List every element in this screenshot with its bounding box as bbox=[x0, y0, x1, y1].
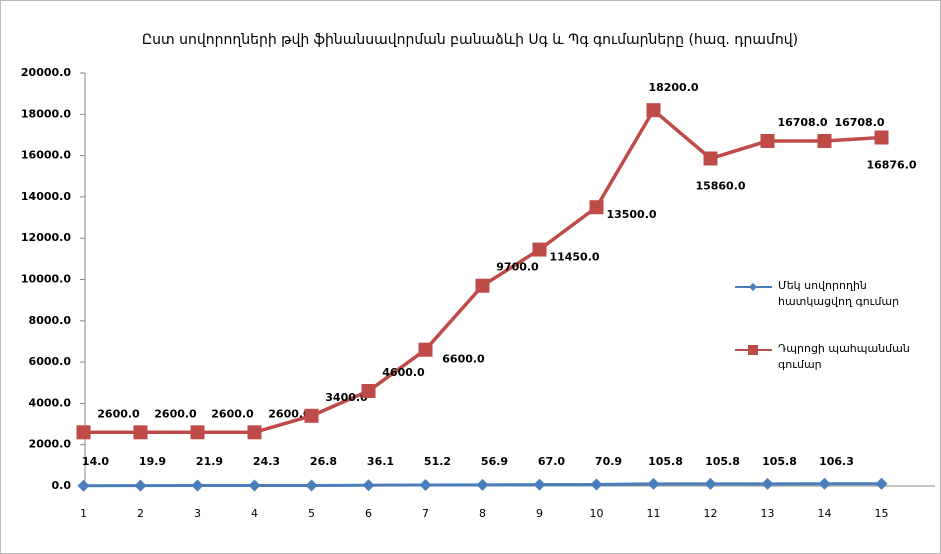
x-tick-label: 7 bbox=[422, 507, 429, 520]
marker bbox=[647, 477, 660, 490]
x-tick-label: 4 bbox=[251, 507, 258, 520]
data-label: 16708.0 bbox=[777, 116, 827, 129]
marker bbox=[874, 130, 889, 145]
data-label: 4600.0 bbox=[382, 366, 425, 379]
marker bbox=[134, 479, 147, 492]
data-label: 11450.0 bbox=[549, 251, 599, 264]
marker bbox=[532, 242, 547, 257]
x-tick-label: 14 bbox=[818, 507, 832, 520]
marker bbox=[589, 200, 604, 215]
x-tick-label: 11 bbox=[647, 507, 661, 520]
marker bbox=[248, 479, 261, 492]
data-label: 106.3 bbox=[819, 455, 854, 468]
x-tick-label: 6 bbox=[365, 507, 372, 520]
legend-entry: Դպրոցի պահպանման գումար bbox=[778, 342, 910, 371]
data-label: 19.9 bbox=[139, 455, 166, 468]
data-label: 2600.0 bbox=[97, 407, 140, 420]
marker bbox=[533, 478, 546, 491]
y-tick-label: 8000.0 bbox=[29, 314, 72, 327]
y-tick-label: 20000.0 bbox=[21, 66, 71, 79]
y-tick-label: 0.0 bbox=[52, 479, 72, 492]
legend-marker bbox=[749, 283, 757, 291]
data-label: 70.9 bbox=[595, 455, 622, 468]
x-tick-label: 10 bbox=[590, 507, 604, 520]
data-label: 9700.0 bbox=[496, 261, 539, 274]
data-label: 13500.0 bbox=[606, 208, 656, 221]
legend-label: Մեկ սովորողին հատկացվող գումար bbox=[778, 279, 900, 308]
marker bbox=[703, 151, 718, 166]
marker bbox=[817, 133, 832, 148]
marker bbox=[190, 425, 205, 440]
data-label: 16876.0 bbox=[866, 159, 916, 172]
marker bbox=[704, 477, 717, 490]
data-label: 105.8 bbox=[648, 455, 683, 468]
x-tick-label: 5 bbox=[308, 507, 315, 520]
marker bbox=[76, 425, 91, 440]
y-tick-label: 16000.0 bbox=[21, 149, 71, 162]
marker bbox=[133, 425, 148, 440]
data-label: 2600.0 bbox=[211, 407, 254, 420]
data-label: 6600.0 bbox=[442, 353, 485, 366]
data-label: 2600.0 bbox=[268, 407, 311, 420]
marker bbox=[875, 477, 888, 490]
marker bbox=[361, 384, 376, 399]
marker bbox=[476, 478, 489, 491]
marker bbox=[362, 479, 375, 492]
x-tick-label: 3 bbox=[194, 507, 201, 520]
x-tick-label: 9 bbox=[536, 507, 543, 520]
y-tick-label: 14000.0 bbox=[21, 190, 71, 203]
data-label: 26.8 bbox=[310, 455, 337, 468]
legend-marker bbox=[748, 345, 758, 355]
data-label: 56.9 bbox=[481, 455, 508, 468]
y-tick-label: 2000.0 bbox=[29, 438, 72, 451]
marker bbox=[646, 103, 661, 118]
data-label: 18200.0 bbox=[648, 81, 698, 94]
marker bbox=[760, 133, 775, 148]
marker bbox=[304, 408, 319, 423]
legend-entry: Մեկ սովորողին հատկացվող գումար bbox=[778, 279, 900, 308]
x-tick-label: 15 bbox=[875, 507, 889, 520]
legend-label: Դպրոցի պահպանման գումար bbox=[778, 342, 910, 371]
data-label: 2600.0 bbox=[154, 407, 197, 420]
marker bbox=[419, 478, 432, 491]
data-label: 105.8 bbox=[762, 455, 797, 468]
marker bbox=[247, 425, 262, 440]
data-label: 36.1 bbox=[367, 455, 394, 468]
marker bbox=[191, 479, 204, 492]
y-tick-label: 18000.0 bbox=[21, 107, 71, 120]
data-label: 21.9 bbox=[196, 455, 223, 468]
marker bbox=[818, 477, 831, 490]
marker bbox=[761, 477, 774, 490]
data-label: 67.0 bbox=[538, 455, 565, 468]
marker bbox=[590, 478, 603, 491]
marker bbox=[418, 342, 433, 357]
x-tick-label: 2 bbox=[137, 507, 144, 520]
y-tick-label: 6000.0 bbox=[29, 355, 72, 368]
y-tick-label: 12000.0 bbox=[21, 231, 71, 244]
marker bbox=[305, 479, 318, 492]
x-tick-label: 13 bbox=[761, 507, 775, 520]
data-label: 15860.0 bbox=[695, 179, 745, 192]
data-label: 14.0 bbox=[82, 455, 109, 468]
data-label: 24.3 bbox=[253, 455, 280, 468]
data-label: 3400.0 bbox=[325, 391, 368, 404]
chart-title: Ըստ սովորողների թվի ֆինանսավորման բանաձև… bbox=[142, 32, 798, 48]
x-tick-label: 12 bbox=[704, 507, 718, 520]
data-label: 51.2 bbox=[424, 455, 451, 468]
x-tick-label: 1 bbox=[80, 507, 87, 520]
marker bbox=[77, 479, 90, 492]
data-label: 105.8 bbox=[705, 455, 740, 468]
x-tick-label: 8 bbox=[479, 507, 486, 520]
y-tick-label: 4000.0 bbox=[29, 396, 72, 409]
marker bbox=[475, 278, 490, 293]
y-tick-label: 10000.0 bbox=[21, 273, 71, 286]
data-label: 16708.0 bbox=[834, 116, 884, 129]
